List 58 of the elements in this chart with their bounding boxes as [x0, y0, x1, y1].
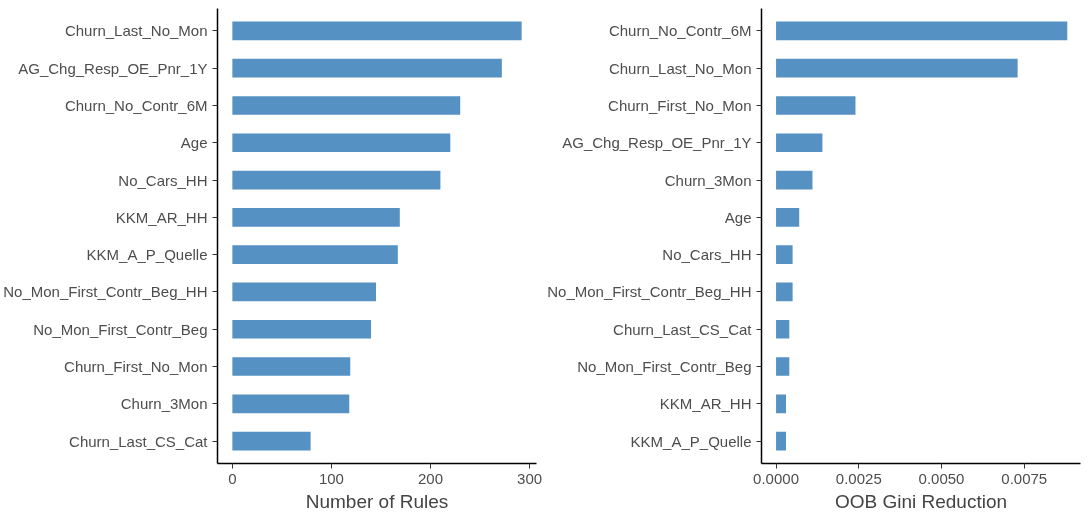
x-axis-title: OOB Gini Reduction	[834, 490, 1008, 512]
bar	[232, 431, 311, 451]
y-tick-label: AG_Chg_Resp_OE_Pnr_1Y	[562, 134, 752, 152]
y-tick-label: Churn_Last_No_Mon	[64, 22, 208, 40]
bar	[232, 245, 398, 264]
y-tick-label: KKM_A_P_Quelle	[86, 246, 208, 264]
bar	[232, 357, 351, 376]
x-tick-label: 300	[517, 469, 543, 487]
y-tick-label: KKM_AR_HH	[659, 395, 752, 413]
bar	[776, 21, 1068, 41]
bar	[232, 282, 377, 302]
y-tick-label: Churn_Last_No_Mon	[608, 59, 752, 77]
bar	[232, 96, 461, 115]
y-tick-label: Churn_No_Contr_6M	[64, 96, 208, 114]
bar	[232, 394, 350, 414]
y-tick-label: No_Mon_First_Contr_Beg_HH	[3, 283, 208, 301]
y-tick-label: Age	[180, 134, 208, 152]
bar	[776, 282, 793, 302]
bar	[776, 394, 786, 414]
y-tick-label: Churn_Last_CS_Cat	[69, 432, 209, 450]
y-tick-label: KKM_AR_HH	[115, 208, 208, 226]
x-tick-label: 0.0075	[1001, 469, 1048, 487]
x-tick-label: 0.0050	[918, 469, 965, 487]
y-tick-label: KKM_A_P_Quelle	[630, 432, 752, 450]
y-tick-label: Churn_3Mon	[664, 171, 752, 189]
bar	[232, 208, 400, 227]
x-tick-label: 0.0025	[835, 469, 882, 487]
y-tick-label: AG_Chg_Resp_OE_Pnr_1Y	[18, 59, 208, 77]
bar	[776, 170, 813, 190]
x-tick-label: 0	[228, 469, 237, 487]
y-tick-label: Churn_First_No_Mon	[608, 96, 752, 114]
bar	[776, 208, 800, 227]
bar	[776, 245, 793, 264]
bar	[232, 170, 441, 190]
x-tick-label: 100	[318, 469, 344, 487]
bar	[776, 96, 856, 115]
bar	[232, 58, 502, 78]
bar	[232, 21, 522, 41]
bar	[232, 133, 451, 153]
bar	[232, 319, 372, 339]
x-tick-label: 200	[417, 469, 444, 487]
x-tick-label: 0.0000	[753, 469, 800, 487]
y-tick-label: Age	[724, 208, 752, 226]
y-tick-label: No_Mon_First_Contr_Beg	[577, 358, 752, 376]
bar	[776, 58, 1018, 78]
y-tick-label: Churn_First_No_Mon	[64, 358, 208, 376]
y-tick-label: No_Cars_HH	[118, 171, 208, 189]
y-tick-label: No_Mon_First_Contr_Beg	[33, 320, 208, 338]
y-tick-label: No_Mon_First_Contr_Beg_HH	[547, 283, 752, 301]
x-axis-title: Number of Rules	[305, 490, 449, 512]
bar	[776, 319, 790, 339]
y-tick-label: Churn_Last_CS_Cat	[613, 320, 753, 338]
bar	[776, 431, 786, 451]
bar	[776, 133, 823, 153]
y-tick-label: Churn_3Mon	[120, 395, 208, 413]
y-tick-label: Churn_No_Contr_6M	[608, 22, 752, 40]
y-tick-label: No_Cars_HH	[662, 246, 752, 264]
bar	[776, 357, 790, 376]
